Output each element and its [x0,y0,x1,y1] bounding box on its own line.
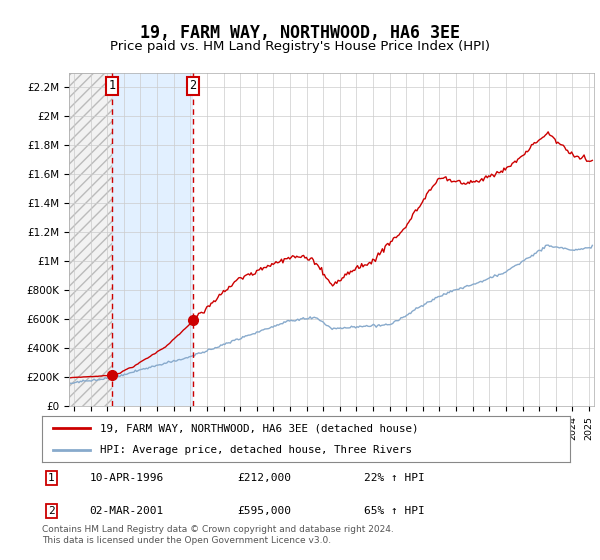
Bar [69,73,112,406]
Text: HPI: Average price, detached house, Three Rivers: HPI: Average price, detached house, Thre… [100,445,412,455]
Text: 19, FARM WAY, NORTHWOOD, HA6 3EE: 19, FARM WAY, NORTHWOOD, HA6 3EE [140,24,460,41]
Text: 02-MAR-2001: 02-MAR-2001 [89,506,164,516]
Text: 65% ↑ HPI: 65% ↑ HPI [364,506,425,516]
Text: 22% ↑ HPI: 22% ↑ HPI [364,473,425,483]
Text: £212,000: £212,000 [238,473,292,483]
Text: £595,000: £595,000 [238,506,292,516]
Text: 2: 2 [48,506,55,516]
Text: 1: 1 [48,473,55,483]
Text: 19, FARM WAY, NORTHWOOD, HA6 3EE (detached house): 19, FARM WAY, NORTHWOOD, HA6 3EE (detach… [100,423,419,433]
Text: Price paid vs. HM Land Registry's House Price Index (HPI): Price paid vs. HM Land Registry's House … [110,40,490,53]
Text: 1: 1 [109,80,115,92]
Text: Contains HM Land Registry data © Crown copyright and database right 2024.
This d: Contains HM Land Registry data © Crown c… [42,525,394,545]
Bar [112,73,193,406]
Text: 10-APR-1996: 10-APR-1996 [89,473,164,483]
Text: 2: 2 [190,80,197,92]
